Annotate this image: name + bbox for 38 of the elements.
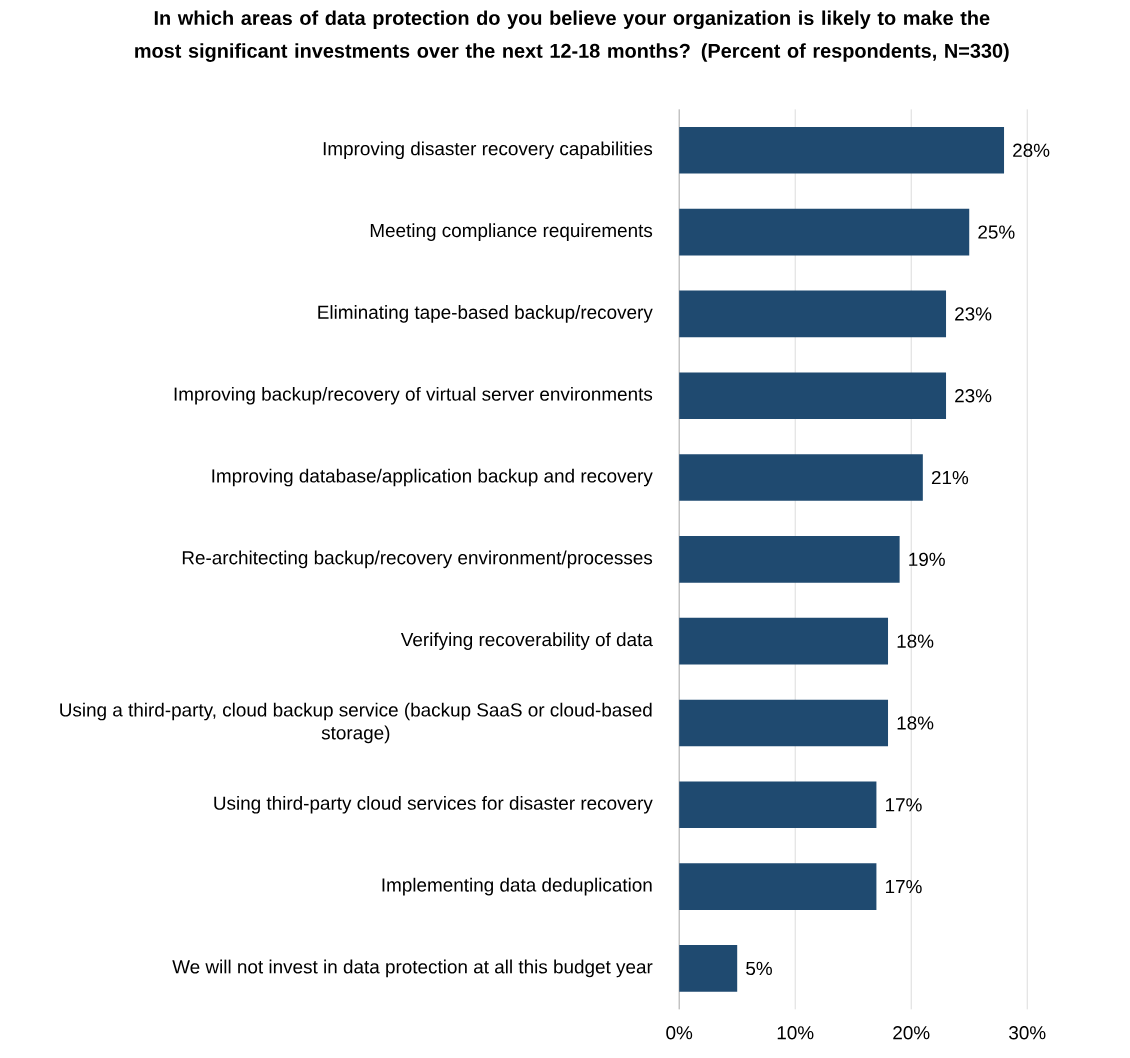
data-label: 19%	[909, 552, 945, 567]
data-label: 18%	[897, 634, 934, 648]
y-tick-label: Re-architecting backup/recovery environment/processes	[182, 550, 653, 569]
data-label: 17%	[886, 879, 922, 894]
data-label: 23%	[955, 389, 992, 403]
x-tick-label: 0%	[666, 1026, 693, 1040]
data-label: 17%	[886, 798, 922, 812]
data-label: 18%	[897, 716, 934, 730]
bar	[679, 945, 738, 992]
y-tick-label: Implementing data deduplication	[382, 877, 652, 896]
y-tick-label: Verifying recoverability of data	[400, 632, 653, 650]
bar	[679, 699, 889, 747]
y-tick-label: Improving disaster recovery capabilities	[323, 141, 653, 160]
data-label: 21%	[931, 470, 969, 485]
y-tick-label: Eliminating tape-based backup/recovery	[318, 305, 653, 323]
bar	[679, 617, 889, 665]
data-label: 5%	[746, 961, 772, 976]
y-tick-label: Using a third-party, cloud backup service (backup SaaS or cloud-based storage)	[60, 702, 652, 744]
y-tick-label: Improving backup/recovery of virtual server environments	[174, 386, 653, 405]
data-label: 28%	[1013, 143, 1050, 157]
bar	[679, 781, 877, 829]
y-tick-label: Improving database/application backup and recovery	[212, 468, 653, 487]
data-label: 25%	[978, 225, 1015, 239]
data-label: 23%	[955, 307, 992, 321]
x-tick-label: 10%	[777, 1026, 814, 1040]
y-tick-label: Using third-party cloud services for disaster recovery	[214, 795, 653, 814]
y-tick-label: We will not invest in data protection at all this budget year	[172, 959, 653, 978]
x-tick-label: 20%	[893, 1026, 930, 1040]
x-tick-label: 30%	[1009, 1026, 1046, 1040]
bar	[679, 290, 947, 338]
bar	[679, 372, 947, 420]
bar	[679, 126, 1005, 174]
bar	[679, 454, 923, 501]
bar	[679, 863, 877, 910]
y-tick-label: Meeting compliance requirements	[370, 223, 653, 241]
bar	[679, 536, 900, 583]
bar	[679, 208, 970, 256]
chart-title: In which areas of data protection do you believe your organization is likely to make the most significant investments over the next 12-18 months? (Percent of respondents, N=330)	[135, 10, 1009, 62]
